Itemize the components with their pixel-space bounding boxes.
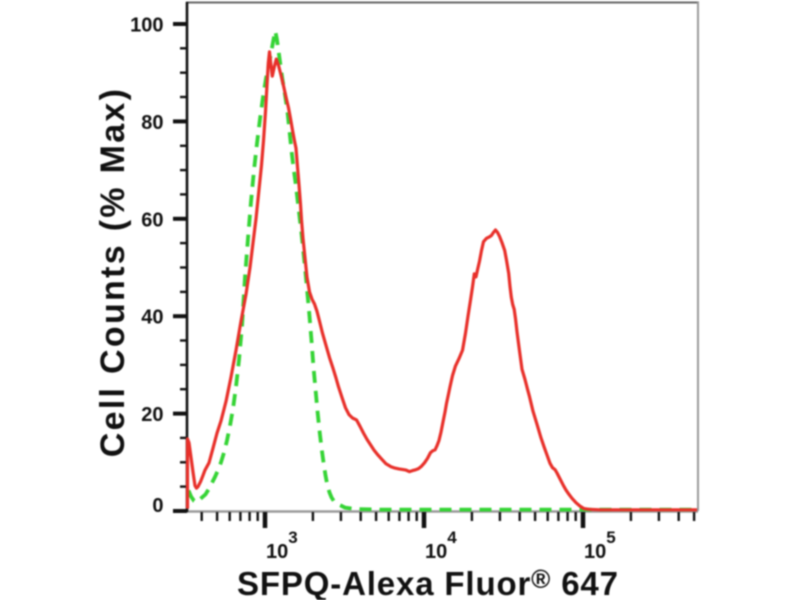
svg-text:20: 20 [141,404,163,426]
svg-text:0: 0 [152,495,163,517]
svg-text:60: 60 [141,209,163,231]
svg-text:SFPQ-Alexa Fluor® 647: SFPQ-Alexa Fluor® 647 [237,564,619,600]
svg-text:40: 40 [141,307,163,329]
svg-text:Cell Counts (% Max): Cell Counts (% Max) [94,87,132,458]
svg-text:100: 100 [130,15,163,37]
svg-text:80: 80 [141,112,163,134]
